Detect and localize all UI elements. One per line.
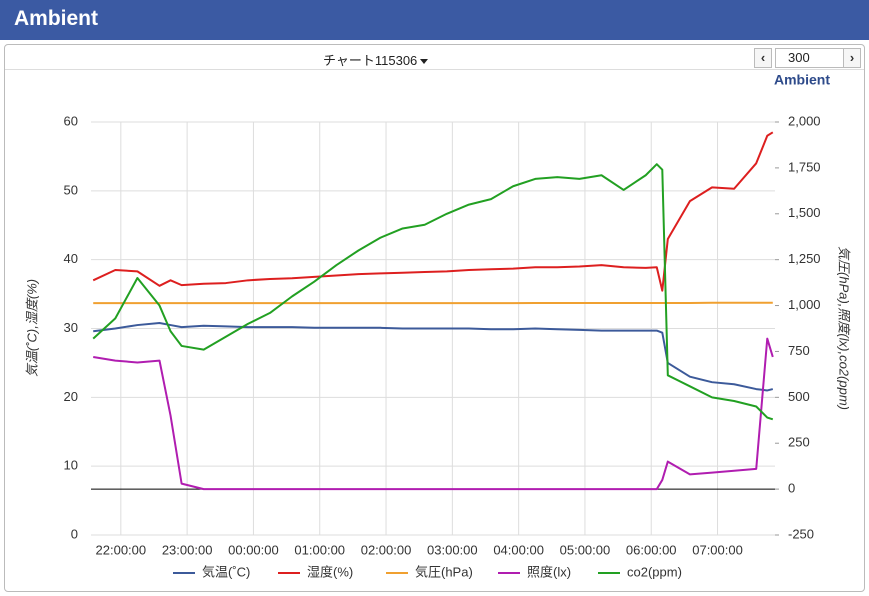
legend-label[interactable]: 気温(˚C) bbox=[202, 564, 250, 579]
y2-tick-label: 500 bbox=[788, 389, 810, 404]
x-tick-label: 03:00:00 bbox=[427, 542, 478, 557]
legend-label[interactable]: 気圧(hPa) bbox=[415, 564, 473, 579]
y2-axis-title: 気圧(hPa),照度(lx),co2(ppm) bbox=[837, 246, 852, 410]
y-axis-title: 気温(˚C),湿度(%) bbox=[24, 279, 39, 377]
header: Ambient bbox=[0, 0, 869, 40]
y-tick-label: 20 bbox=[64, 389, 78, 404]
y2-tick-label: 2,000 bbox=[788, 113, 821, 128]
y-tick-label: 60 bbox=[64, 113, 78, 128]
y2-tick-label: 250 bbox=[788, 435, 810, 450]
x-tick-label: 07:00:00 bbox=[692, 542, 743, 557]
y-tick-label: 50 bbox=[64, 182, 78, 197]
legend-label[interactable]: co2(ppm) bbox=[627, 564, 682, 579]
x-tick-label: 05:00:00 bbox=[560, 542, 611, 557]
series-line bbox=[93, 321, 774, 392]
series-line bbox=[92, 163, 774, 421]
x-tick-label: 00:00:00 bbox=[228, 542, 279, 557]
legend-label[interactable]: 湿度(%) bbox=[307, 564, 353, 579]
y-tick-label: 10 bbox=[64, 458, 78, 473]
y2-tick-label: -250 bbox=[788, 526, 814, 541]
y-tick-label: 40 bbox=[64, 251, 78, 266]
panel: チャート115306 ‹ 30 0 › bbox=[4, 44, 865, 592]
x-tick-label: 02:00:00 bbox=[361, 542, 412, 557]
series-line bbox=[92, 131, 774, 292]
x-tick-label: 01:00:00 bbox=[294, 542, 345, 557]
y-tick-label: 0 bbox=[71, 526, 78, 541]
chart-selector[interactable]: チャート115306 bbox=[323, 50, 428, 69]
toolbar: チャート115306 ‹ 300 › bbox=[5, 45, 864, 70]
next-button[interactable]: › bbox=[843, 48, 861, 68]
y2-tick-label: 1,000 bbox=[788, 297, 821, 312]
x-tick-label: 23:00:00 bbox=[162, 542, 213, 557]
x-tick-label: 06:00:00 bbox=[626, 542, 677, 557]
y2-tick-label: 1,500 bbox=[788, 205, 821, 220]
y2-tick-label: 0 bbox=[788, 481, 795, 496]
x-tick-label: 22:00:00 bbox=[96, 542, 147, 557]
x-tick-label: 04:00:00 bbox=[493, 542, 544, 557]
y2-tick-label: 750 bbox=[788, 343, 810, 358]
y2-tick-label: 1,250 bbox=[788, 251, 821, 266]
y2-tick-label: 1,750 bbox=[788, 159, 821, 174]
y-tick-label: 30 bbox=[64, 320, 78, 335]
legend-label[interactable]: 照度(lx) bbox=[527, 564, 571, 579]
chart-title: Ambient bbox=[774, 72, 830, 88]
header-title: Ambient bbox=[14, 7, 98, 30]
series-line bbox=[93, 337, 774, 491]
prev-button[interactable]: ‹ bbox=[754, 48, 772, 68]
